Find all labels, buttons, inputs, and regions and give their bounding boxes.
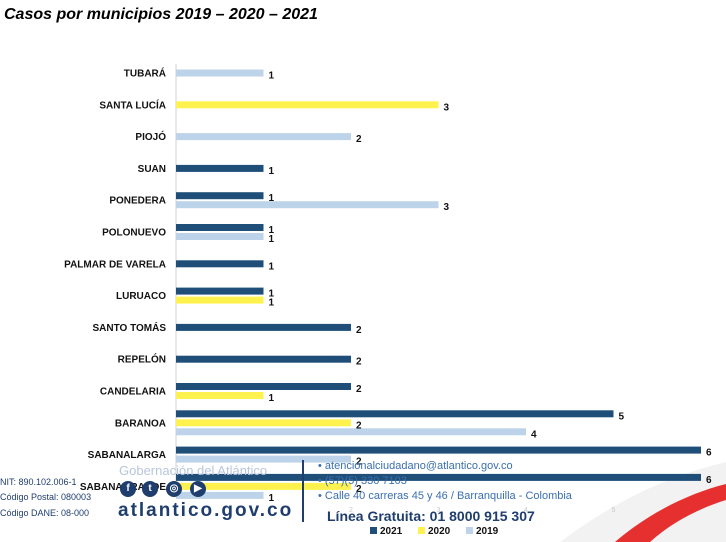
bar-2019 [176, 201, 439, 209]
facebook-icon[interactable]: f [120, 481, 136, 497]
category-label: PIOJÓ [135, 130, 166, 143]
bars-layer [176, 69, 701, 499]
data-label: 6 [706, 475, 712, 486]
legend: 2021 2020 2019 [370, 526, 499, 537]
data-label: 1 [269, 493, 275, 504]
bar-2019 [176, 133, 351, 141]
faded-tick-label: 3 [437, 507, 441, 514]
data-label: 2 [356, 384, 362, 395]
instagram-icon[interactable]: ◎ [166, 481, 182, 497]
bar-2020 [176, 419, 351, 427]
category-label: PALMAR DE VARELA [64, 259, 166, 270]
data-label: 1 [269, 166, 275, 177]
bar-2021 [176, 224, 264, 231]
bar-2019 [176, 233, 264, 240]
legend-label: 2021 [380, 526, 403, 537]
data-label: 1 [269, 261, 275, 272]
data-label: 1 [269, 393, 275, 404]
bar-2021 [176, 383, 351, 390]
category-label: BARANOA [115, 418, 166, 429]
footer-address: • Calle 40 carreras 45 y 46 / Barranquil… [318, 490, 572, 502]
footer-separator [302, 460, 304, 522]
data-label: 1 [269, 298, 275, 309]
data-label: 1 [269, 225, 275, 236]
category-label: SANTO TOMÁS [92, 321, 166, 334]
footer-nit: NIT: 890.102.006-1 [0, 477, 77, 487]
footer-phone: • (57)(5) 330 7103 [318, 475, 407, 487]
footer-brand: Gobernación del Atlántico [119, 463, 268, 478]
data-label: 3 [444, 202, 450, 213]
category-label: SABANALARGA [88, 450, 166, 461]
data-label: 2 [356, 325, 362, 336]
faded-tick-label: 2 [349, 507, 353, 514]
decorative-swoosh [560, 462, 726, 542]
data-label: 2 [356, 357, 362, 368]
legend-label: 2019 [476, 526, 499, 537]
data-label: 2 [356, 484, 362, 495]
bar-2021 [176, 323, 351, 331]
category-label: LURUACO [116, 291, 166, 302]
category-label: SANTA LUCÍA [99, 98, 166, 111]
legend-swatch-2021 [370, 527, 377, 534]
data-label: 2 [356, 457, 362, 468]
legend-label: 2020 [428, 526, 451, 537]
faded-axis-ticks: 2 3 4 5 [349, 507, 616, 514]
data-label: 1 [269, 193, 275, 204]
data-label: 1 [269, 234, 275, 245]
bar-2020 [176, 482, 351, 490]
footer-free-line: Línea Gratuita: 01 8000 915 307 [327, 508, 535, 524]
footer-dane: Código DANE: 08-000 [0, 508, 90, 518]
bar-2021 [176, 410, 614, 418]
bar-2021 [176, 355, 351, 363]
bar-2019 [176, 69, 264, 77]
category-label: REPELÓN [118, 353, 166, 366]
category-label: POLONUEVO [102, 228, 166, 239]
bar-2019 [176, 455, 351, 463]
data-label: 1 [269, 289, 275, 300]
data-label: 4 [531, 429, 537, 440]
bar-2019 [176, 428, 526, 436]
category-label: SUAN [138, 164, 166, 175]
faded-tick-label: 4 [524, 507, 528, 514]
footer-postal: Código Postal: 080003 [0, 492, 92, 502]
decorative-red-swoosh [615, 484, 726, 542]
legend-swatch-2019 [466, 527, 473, 534]
chart-title: Casos por municipios 2019 – 2020 – 2021 [4, 6, 318, 23]
footer-email[interactable]: • atencionalciudadano@atlantico.gov.co [318, 460, 513, 472]
twitter-icon[interactable]: t [142, 481, 158, 497]
bar-2021 [176, 473, 701, 481]
bar-2021 [176, 260, 264, 268]
youtube-icon[interactable]: ▶ [190, 481, 206, 497]
category-label: PONEDERA [109, 196, 166, 207]
bar-2021 [176, 446, 701, 454]
data-label: 3 [444, 102, 450, 113]
data-label: 6 [706, 448, 712, 459]
bar-2021 [176, 164, 264, 172]
bar-2020 [176, 296, 264, 304]
data-label: 2 [356, 420, 362, 431]
footer-website[interactable]: atlantico.gov.co [118, 500, 294, 521]
bar-2020 [176, 101, 439, 109]
bar-2019 [176, 491, 264, 499]
bar-2021 [176, 192, 264, 200]
data-label: 1 [269, 71, 275, 82]
legend-swatch-2020 [418, 527, 425, 534]
category-label: CANDELARIA [100, 387, 166, 398]
data-label: 2 [356, 134, 362, 145]
faded-tick-label: 5 [612, 507, 616, 514]
bar-2020 [176, 392, 264, 399]
labels-layer: TUBARÁ 1 SANTA LUCÍA 3 PIOJÓ 2 SUAN 1 PONEDERA 1 3… [64, 67, 712, 504]
data-label: 5 [619, 411, 625, 422]
category-label: TUBARÁ [124, 67, 166, 80]
bar-2021 [176, 287, 264, 295]
